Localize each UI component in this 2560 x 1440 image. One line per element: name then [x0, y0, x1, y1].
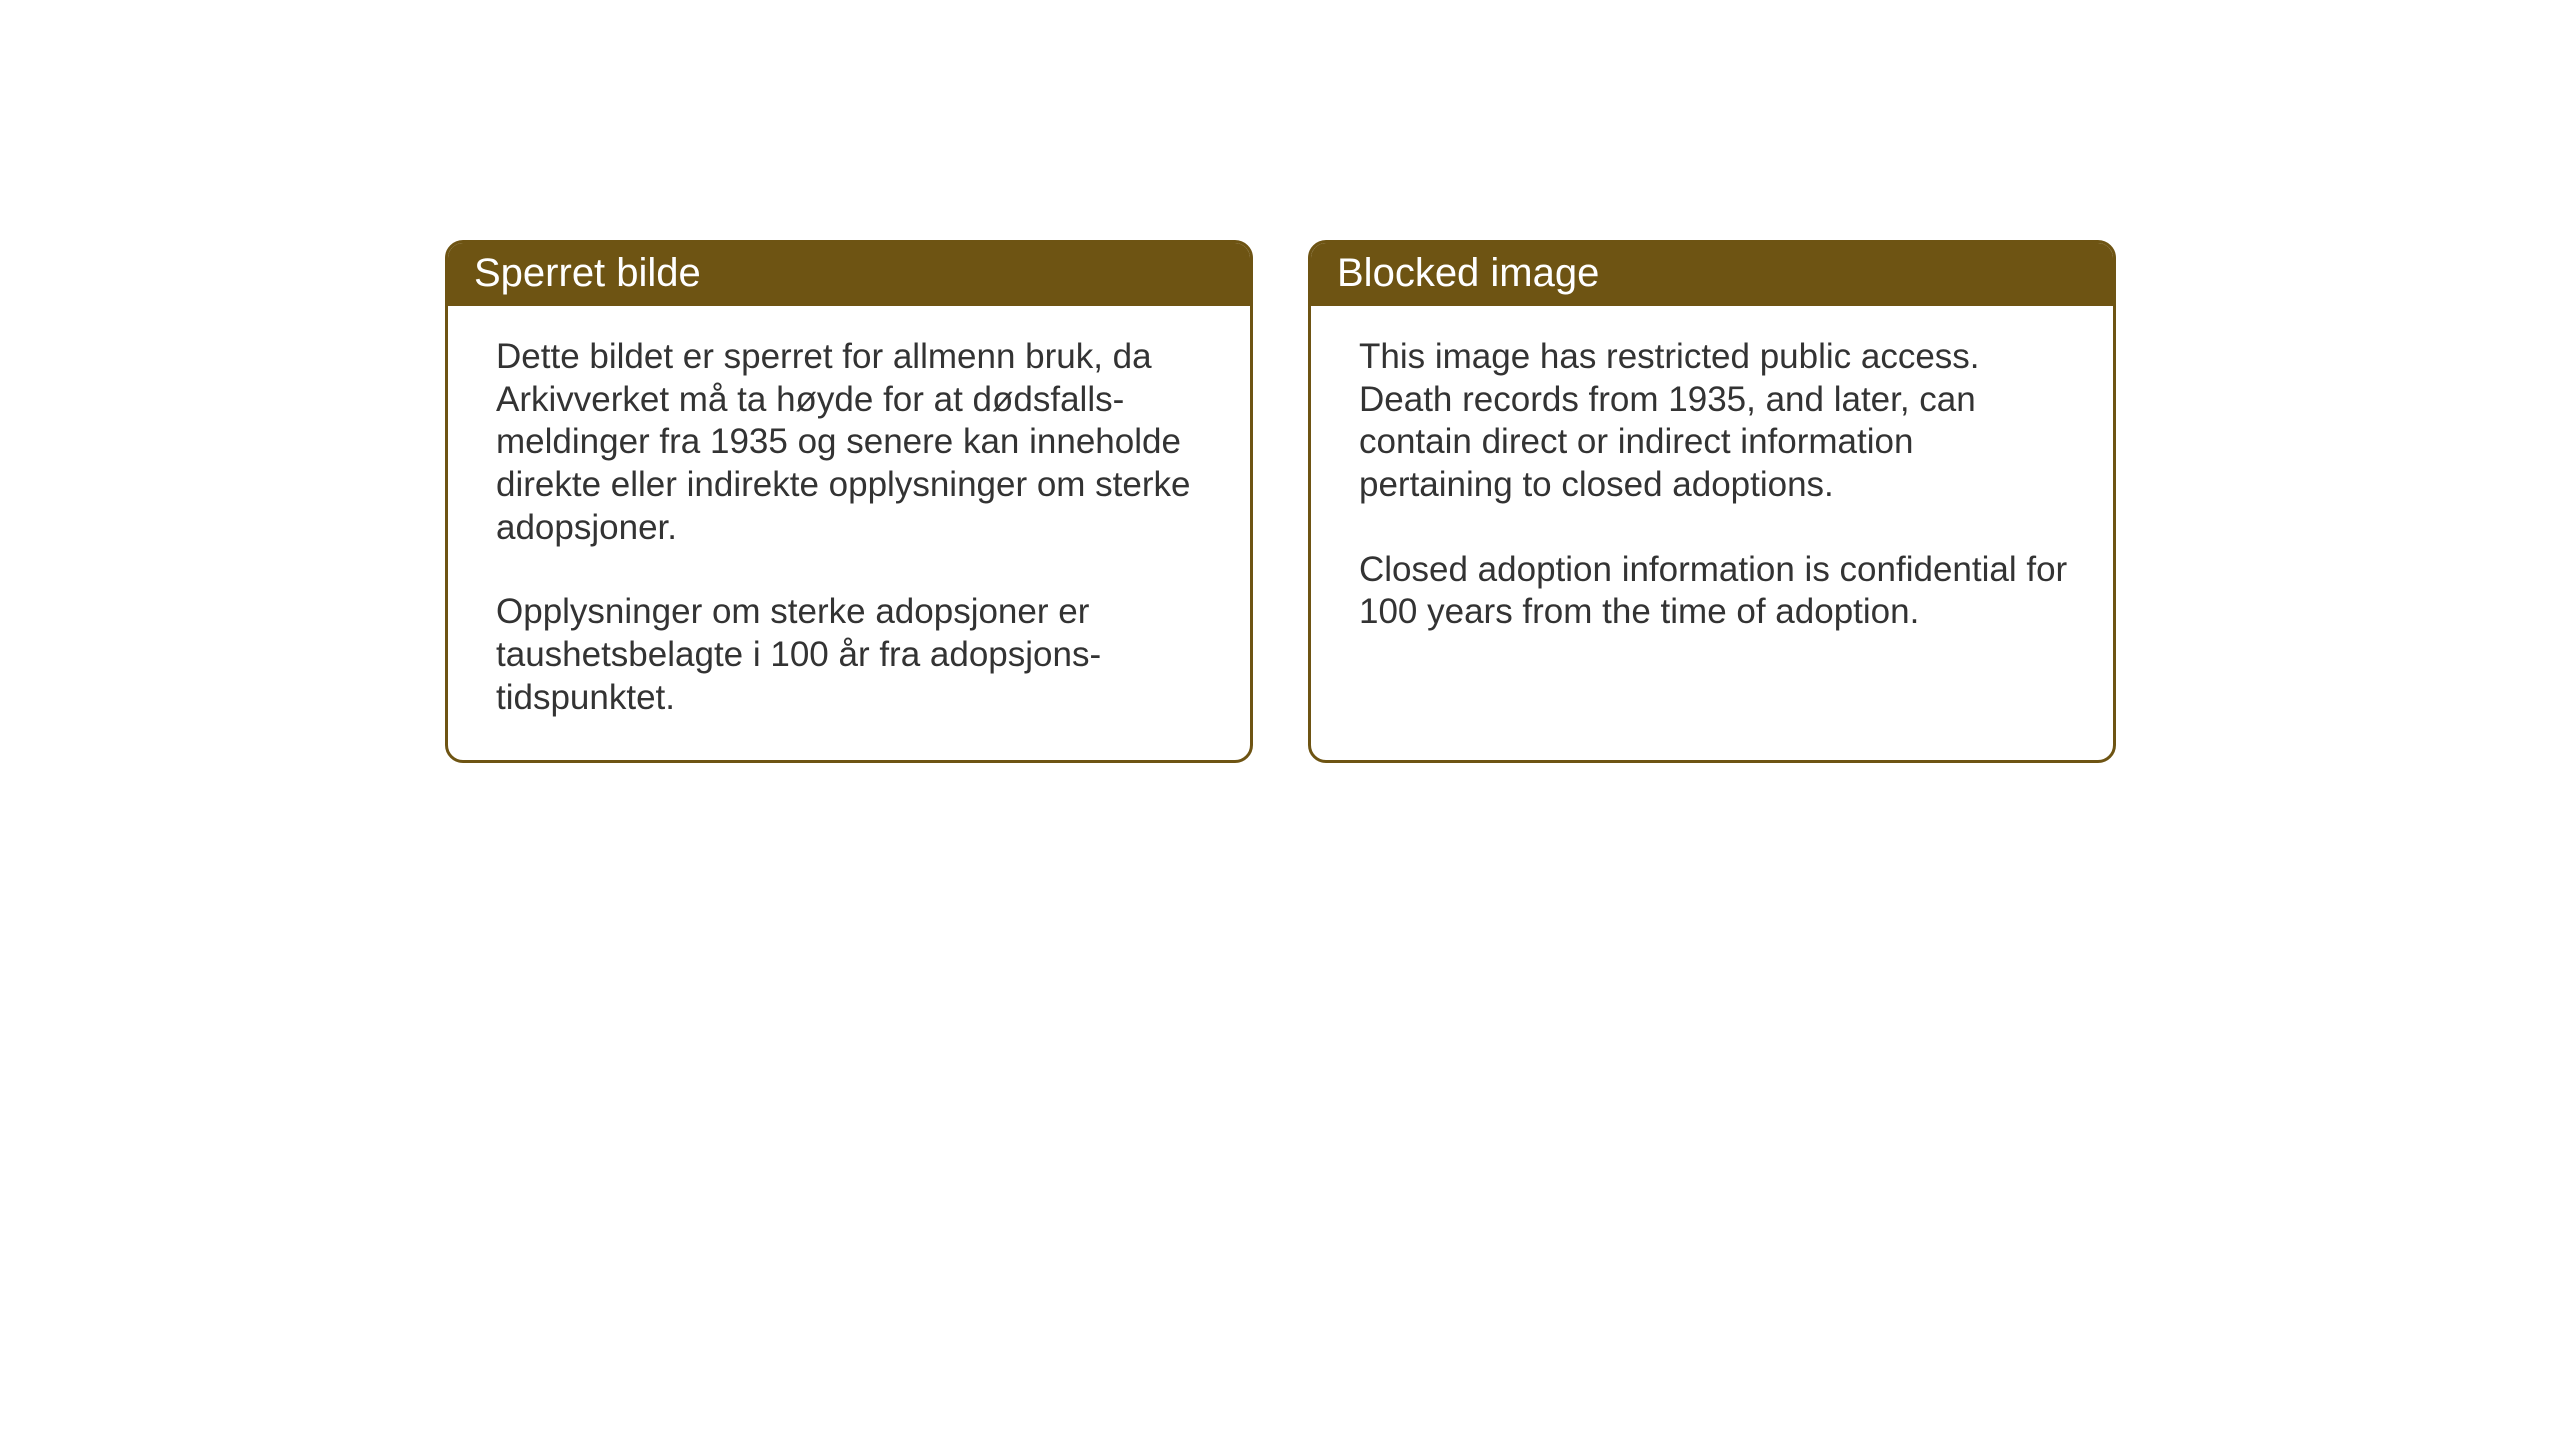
card-title: Sperret bilde [474, 251, 701, 295]
card-body-english: This image has restricted public access.… [1311, 306, 2113, 674]
notice-card-english: Blocked image This image has restricted … [1308, 240, 2116, 763]
card-paragraph: Opplysninger om sterke adopsjoner er tau… [496, 591, 1210, 719]
card-body-norwegian: Dette bildet er sperret for allmenn bruk… [448, 306, 1250, 760]
card-header-norwegian: Sperret bilde [448, 243, 1250, 306]
card-paragraph: Closed adoption information is confident… [1359, 549, 2073, 634]
card-paragraph: This image has restricted public access.… [1359, 336, 2073, 507]
card-title: Blocked image [1337, 251, 1599, 295]
card-header-english: Blocked image [1311, 243, 2113, 306]
card-paragraph: Dette bildet er sperret for allmenn bruk… [496, 336, 1210, 549]
notice-card-norwegian: Sperret bilde Dette bildet er sperret fo… [445, 240, 1253, 763]
notice-container: Sperret bilde Dette bildet er sperret fo… [445, 240, 2116, 763]
